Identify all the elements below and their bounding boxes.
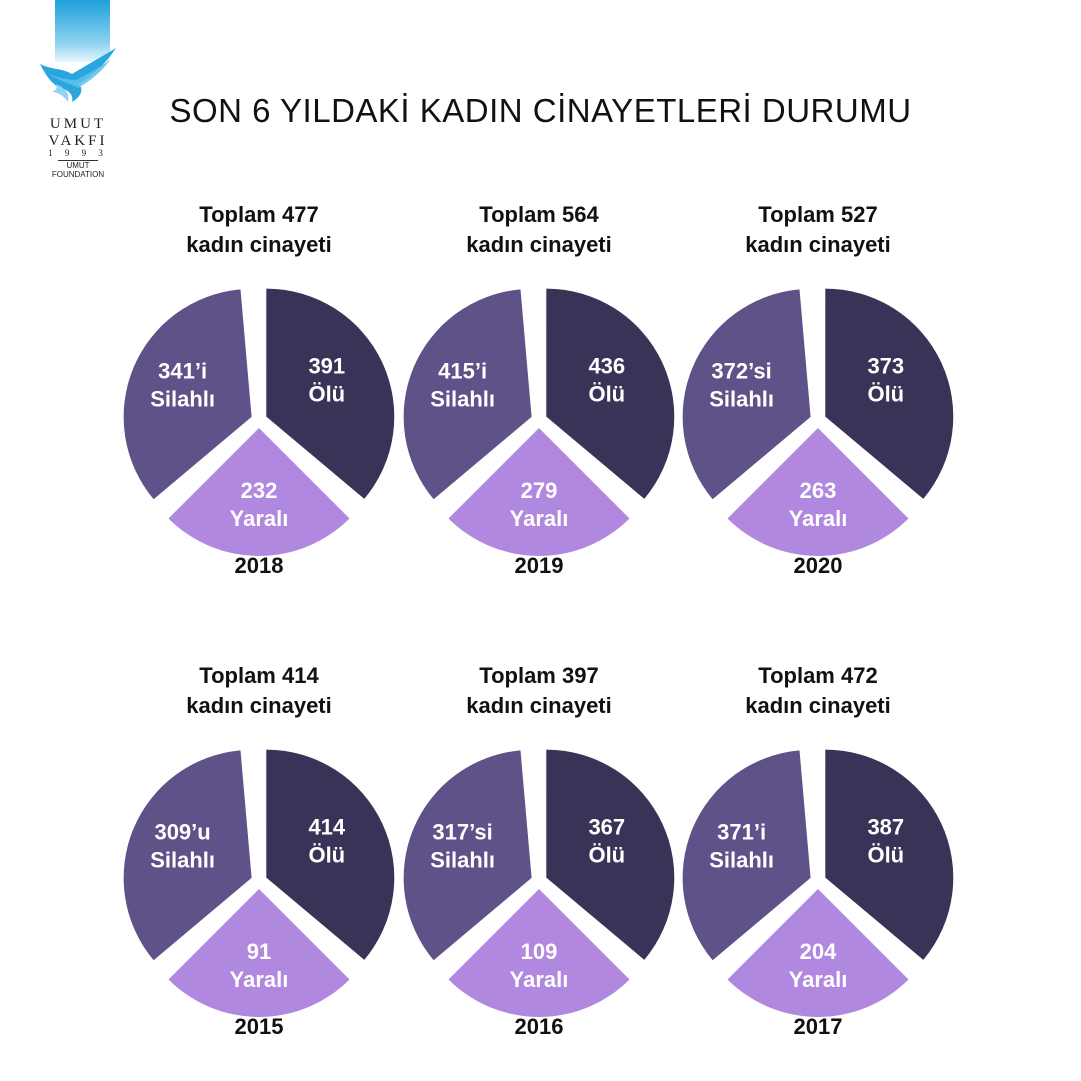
logo-divider <box>58 160 98 161</box>
slice-value-label-yarali: 232 <box>241 478 278 503</box>
slice-category-label-silahli: Silahlı <box>430 387 495 412</box>
umut-vakfi-logo: UMUT VAKFI 1 9 9 3 UMUT FOUNDATION <box>38 0 118 185</box>
pie-chart-2016: 367 Ölü 109 Yaralı 317’si Silahlı <box>403 749 675 1017</box>
pie-subtitle: kadın cinayeti <box>745 232 891 257</box>
pie-slice-silahli <box>403 289 532 500</box>
pie-slice-yarali <box>727 889 909 1017</box>
slice-category-label-silahli: Silahlı <box>709 387 774 412</box>
bird-icon <box>40 48 116 102</box>
pie-slice-yarali <box>448 428 630 556</box>
slice-category-label-olu: Ölü <box>588 382 625 407</box>
pie-slice-yarali <box>448 889 630 1017</box>
slice-category-label-olu: Ölü <box>867 843 904 868</box>
slice-category-label-olu: Ölü <box>308 843 345 868</box>
slice-category-label-yarali: Yaralı <box>230 967 289 992</box>
pie-slice-olu <box>825 749 954 960</box>
pie-total-label: Toplam 527 <box>758 202 878 227</box>
pie-total-label: Toplam 397 <box>479 663 599 688</box>
slice-value-label-yarali: 109 <box>521 939 558 964</box>
pie-total-block: Toplam 527 kadın cinayeti <box>668 200 968 260</box>
slice-category-label-silahli: Silahlı <box>709 848 774 873</box>
pie-subtitle: kadın cinayeti <box>186 232 332 257</box>
slice-category-label-silahli: Silahlı <box>150 387 215 412</box>
pie-year-label: 2015 <box>234 1014 284 1039</box>
slice-category-label-yarali: Yaralı <box>510 506 569 531</box>
slice-category-label-yarali: Yaralı <box>230 506 289 531</box>
pie-chart-2020: 373 Ölü 263 Yaralı 372’si Silahlı <box>682 288 954 556</box>
pie-total-block: Toplam 477 kadın cinayeti <box>109 200 409 260</box>
pie-total-block: Toplam 564 kadın cinayeti <box>389 200 689 260</box>
slice-value-label-silahli: 341’i <box>158 359 207 384</box>
pie-subtitle: kadın cinayeti <box>466 232 612 257</box>
logo-text-foundation: FOUNDATION <box>51 170 105 179</box>
pie-total-block: Toplam 397 kadın cinayeti <box>389 661 689 721</box>
slice-category-label-yarali: Yaralı <box>510 967 569 992</box>
slice-value-label-yarali: 263 <box>800 478 837 503</box>
slice-category-label-olu: Ölü <box>588 843 625 868</box>
slice-value-label-silahli: 372’si <box>711 359 771 384</box>
slice-value-label-yarali: 204 <box>800 939 837 964</box>
pie-subtitle: kadın cinayeti <box>186 693 332 718</box>
pie-year-label: 2018 <box>234 553 284 578</box>
logo-text-vakfi: VAKFI <box>48 133 108 149</box>
slice-category-label-silahli: Silahlı <box>430 848 495 873</box>
pie-slice-olu <box>266 288 395 499</box>
pie-year-label: 2020 <box>793 553 843 578</box>
pie-subtitle: kadın cinayeti <box>466 693 612 718</box>
slice-value-label-olu: 367 <box>588 815 625 840</box>
slice-category-label-yarali: Yaralı <box>789 967 848 992</box>
pie-slice-silahli <box>123 289 252 500</box>
pie-slice-olu <box>266 749 395 960</box>
pie-slice-silahli <box>682 750 811 961</box>
logo-text-umut-small: UMUT <box>66 161 90 170</box>
pie-chart-2017: 387 Ölü 204 Yaralı 371’i Silahlı <box>682 749 954 1017</box>
pie-subtitle: kadın cinayeti <box>745 693 891 718</box>
slice-value-label-olu: 391 <box>308 354 345 379</box>
pie-slice-olu <box>546 749 675 960</box>
slice-value-label-silahli: 317’si <box>432 820 492 845</box>
pie-slice-silahli <box>123 750 252 961</box>
slice-value-label-yarali: 91 <box>247 939 271 964</box>
pie-total-label: Toplam 564 <box>479 202 599 227</box>
page-title: SON 6 YILDAKİ KADIN CİNAYETLERİ DURUMU <box>169 92 912 129</box>
pie-total-label: Toplam 477 <box>199 202 319 227</box>
slice-category-label-olu: Ölü <box>867 382 904 407</box>
pie-chart-2015: 414 Ölü 91 Yaralı 309’u Silahlı <box>123 749 395 1017</box>
pie-total-label: Toplam 414 <box>199 663 319 688</box>
slice-value-label-olu: 387 <box>867 815 904 840</box>
slice-value-label-silahli: 415’i <box>438 359 487 384</box>
pie-slice-olu <box>546 288 675 499</box>
slice-category-label-olu: Ölü <box>308 382 345 407</box>
pie-chart-2018: 391 Ölü 232 Yaralı 341’i Silahlı <box>123 288 395 556</box>
logo-text-umut: UMUT <box>49 116 107 132</box>
slice-value-label-silahli: 371’i <box>717 820 766 845</box>
pie-slice-silahli <box>682 289 811 500</box>
slice-value-label-olu: 414 <box>308 815 345 840</box>
logo-text-year: 1 9 9 3 <box>48 148 108 158</box>
slice-value-label-olu: 373 <box>867 354 904 379</box>
pie-year-label: 2019 <box>514 553 564 578</box>
pie-total-label: Toplam 472 <box>758 663 878 688</box>
pie-year-label: 2016 <box>514 1014 564 1039</box>
slice-category-label-yarali: Yaralı <box>789 506 848 531</box>
pie-slice-silahli <box>403 750 532 961</box>
pie-year-label: 2017 <box>793 1014 843 1039</box>
slice-value-label-olu: 436 <box>588 354 625 379</box>
pie-slice-yarali <box>168 889 350 1017</box>
slice-category-label-silahli: Silahlı <box>150 848 215 873</box>
logo-gradient-bar <box>55 0 110 62</box>
pie-total-block: Toplam 472 kadın cinayeti <box>668 661 968 721</box>
pie-slice-olu <box>825 288 954 499</box>
pie-total-block: Toplam 414 kadın cinayeti <box>109 661 409 721</box>
slice-value-label-yarali: 279 <box>521 478 558 503</box>
pie-slice-yarali <box>168 428 350 556</box>
pie-slice-yarali <box>727 428 909 556</box>
pie-chart-2019: 436 Ölü 279 Yaralı 415’i Silahlı <box>403 288 675 556</box>
slice-value-label-silahli: 309’u <box>154 820 210 845</box>
